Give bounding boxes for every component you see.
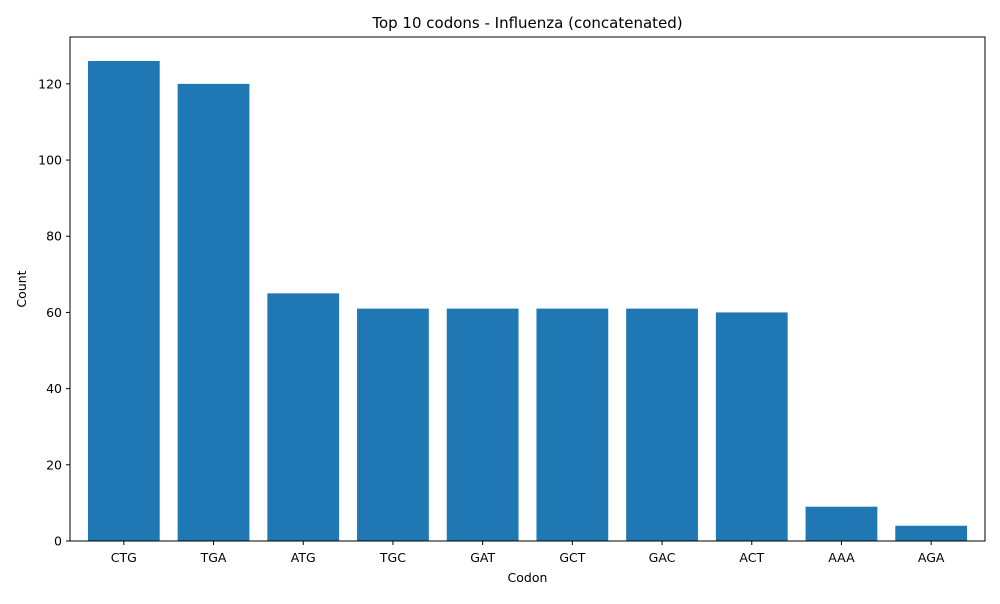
- y-axis-label: Count: [14, 270, 29, 307]
- x-tick-label: ACT: [739, 550, 764, 565]
- bar-aga: [895, 525, 968, 541]
- y-tick-label: 60: [46, 305, 62, 320]
- y-tick-label: 20: [46, 457, 62, 472]
- x-axis-ticks: CTG TGA ATG TGC GAT GCT GAC ACT AAA AGA: [111, 541, 945, 565]
- bar-ctg: [87, 61, 160, 541]
- bar-gct: [536, 308, 609, 541]
- y-axis-ticks: 0 20 40 60 80 100 120: [38, 76, 70, 549]
- bar-aaa: [805, 506, 878, 541]
- x-tick-label: AGA: [918, 550, 945, 565]
- x-tick-label: GAT: [470, 550, 495, 565]
- bar-act: [715, 312, 788, 541]
- x-tick-label: CTG: [111, 550, 137, 565]
- bar-gac: [626, 308, 698, 541]
- chart-title: Top 10 codons - Influenza (concatenated): [371, 14, 682, 32]
- y-tick-label: 120: [38, 76, 62, 91]
- x-axis-label: Codon: [508, 570, 548, 585]
- x-tick-label: GCT: [559, 550, 585, 565]
- y-tick-label: 100: [38, 153, 62, 168]
- x-tick-label: AAA: [828, 550, 855, 565]
- y-tick-label: 40: [46, 381, 62, 396]
- x-tick-label: TGA: [200, 550, 227, 565]
- y-tick-label: 80: [46, 229, 62, 244]
- bars-layer: [87, 61, 968, 541]
- y-tick-label: 0: [54, 534, 62, 549]
- x-tick-label: GAC: [649, 550, 676, 565]
- x-tick-label: TGC: [379, 550, 406, 565]
- bar-tga: [177, 83, 250, 541]
- x-tick-label: ATG: [291, 550, 316, 565]
- bar-gat: [446, 308, 519, 541]
- bar-atg: [267, 293, 340, 541]
- bar-tgc: [357, 308, 429, 541]
- plot-frame: [69, 36, 986, 542]
